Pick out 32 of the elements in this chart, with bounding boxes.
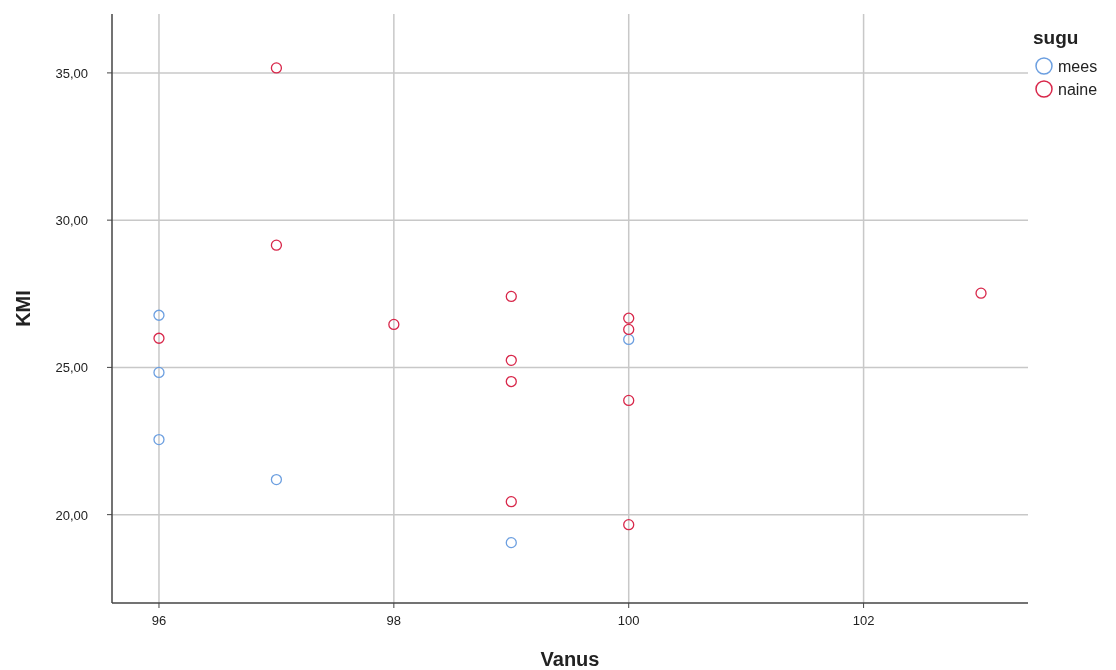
point <box>505 354 517 366</box>
y-tick-label: 30,00 <box>55 213 88 229</box>
point <box>153 309 165 321</box>
point <box>623 312 635 324</box>
legend-title: sugu <box>1033 27 1079 48</box>
legend-label: naine <box>1058 81 1098 98</box>
point <box>623 323 635 336</box>
point <box>153 433 165 446</box>
point <box>388 318 400 331</box>
y-tick-label: 35,00 <box>55 65 88 81</box>
point <box>975 287 987 299</box>
point <box>623 519 635 531</box>
point <box>270 239 283 251</box>
y-tick-label: 20,00 <box>55 507 88 523</box>
point <box>505 290 517 303</box>
y-tick-label: 25,00 <box>55 360 88 376</box>
point <box>153 366 165 379</box>
point <box>270 62 283 74</box>
x-axis-title: Vanus <box>540 648 600 670</box>
point <box>505 496 517 508</box>
point <box>505 536 517 549</box>
y-axis-title: KMI <box>12 290 34 327</box>
x-tick-label: 102 <box>852 613 875 628</box>
x-tick-label: 98 <box>386 613 402 628</box>
point <box>153 332 165 344</box>
x-tick-label: 100 <box>617 613 640 628</box>
point <box>505 375 517 388</box>
x-tick-label: 96 <box>151 613 167 628</box>
point <box>623 394 635 407</box>
point <box>623 333 635 346</box>
legend-label: mees <box>1058 58 1098 75</box>
point <box>270 473 283 486</box>
